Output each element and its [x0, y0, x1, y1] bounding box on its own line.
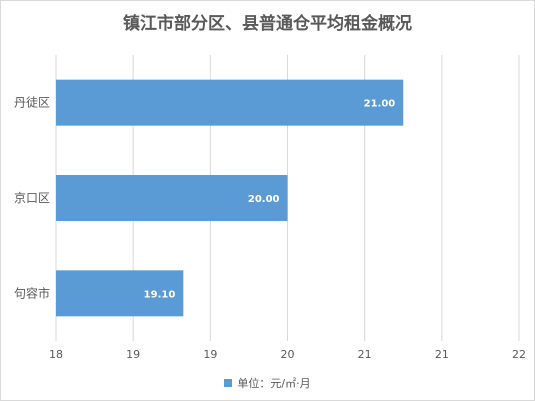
- labels-layer: 18 19 19 20 21 21 22 21.00 丹徒区 20.00 京口区 19.10 句容市: [14, 96, 526, 361]
- legend: 单位：元/㎡·月: [1, 375, 534, 391]
- data-label: 20.00: [248, 194, 280, 205]
- bar: [56, 270, 184, 317]
- chart-title: 镇江市部分区、县普通仓平均租金概况: [123, 14, 412, 34]
- x-tick-label: 20: [281, 348, 295, 361]
- category-label: 句容市: [14, 285, 50, 300]
- bars-layer: [56, 79, 404, 317]
- x-tick-label: 22: [512, 348, 526, 361]
- bar: [56, 79, 404, 126]
- x-tick-label: 21: [358, 348, 372, 361]
- data-label: 21.00: [364, 99, 396, 110]
- bar: [56, 175, 288, 221]
- data-label: 19.10: [144, 289, 176, 300]
- x-tick-label: 19: [203, 348, 217, 361]
- x-tick-label: 19: [126, 348, 140, 361]
- x-tick-label: 18: [49, 348, 63, 361]
- category-label: 京口区: [14, 191, 50, 205]
- legend-label: 单位：元/㎡·月: [237, 377, 311, 390]
- legend-swatch: [224, 379, 233, 387]
- category-label: 丹徒区: [14, 96, 50, 110]
- x-tick-label: 21: [435, 348, 449, 361]
